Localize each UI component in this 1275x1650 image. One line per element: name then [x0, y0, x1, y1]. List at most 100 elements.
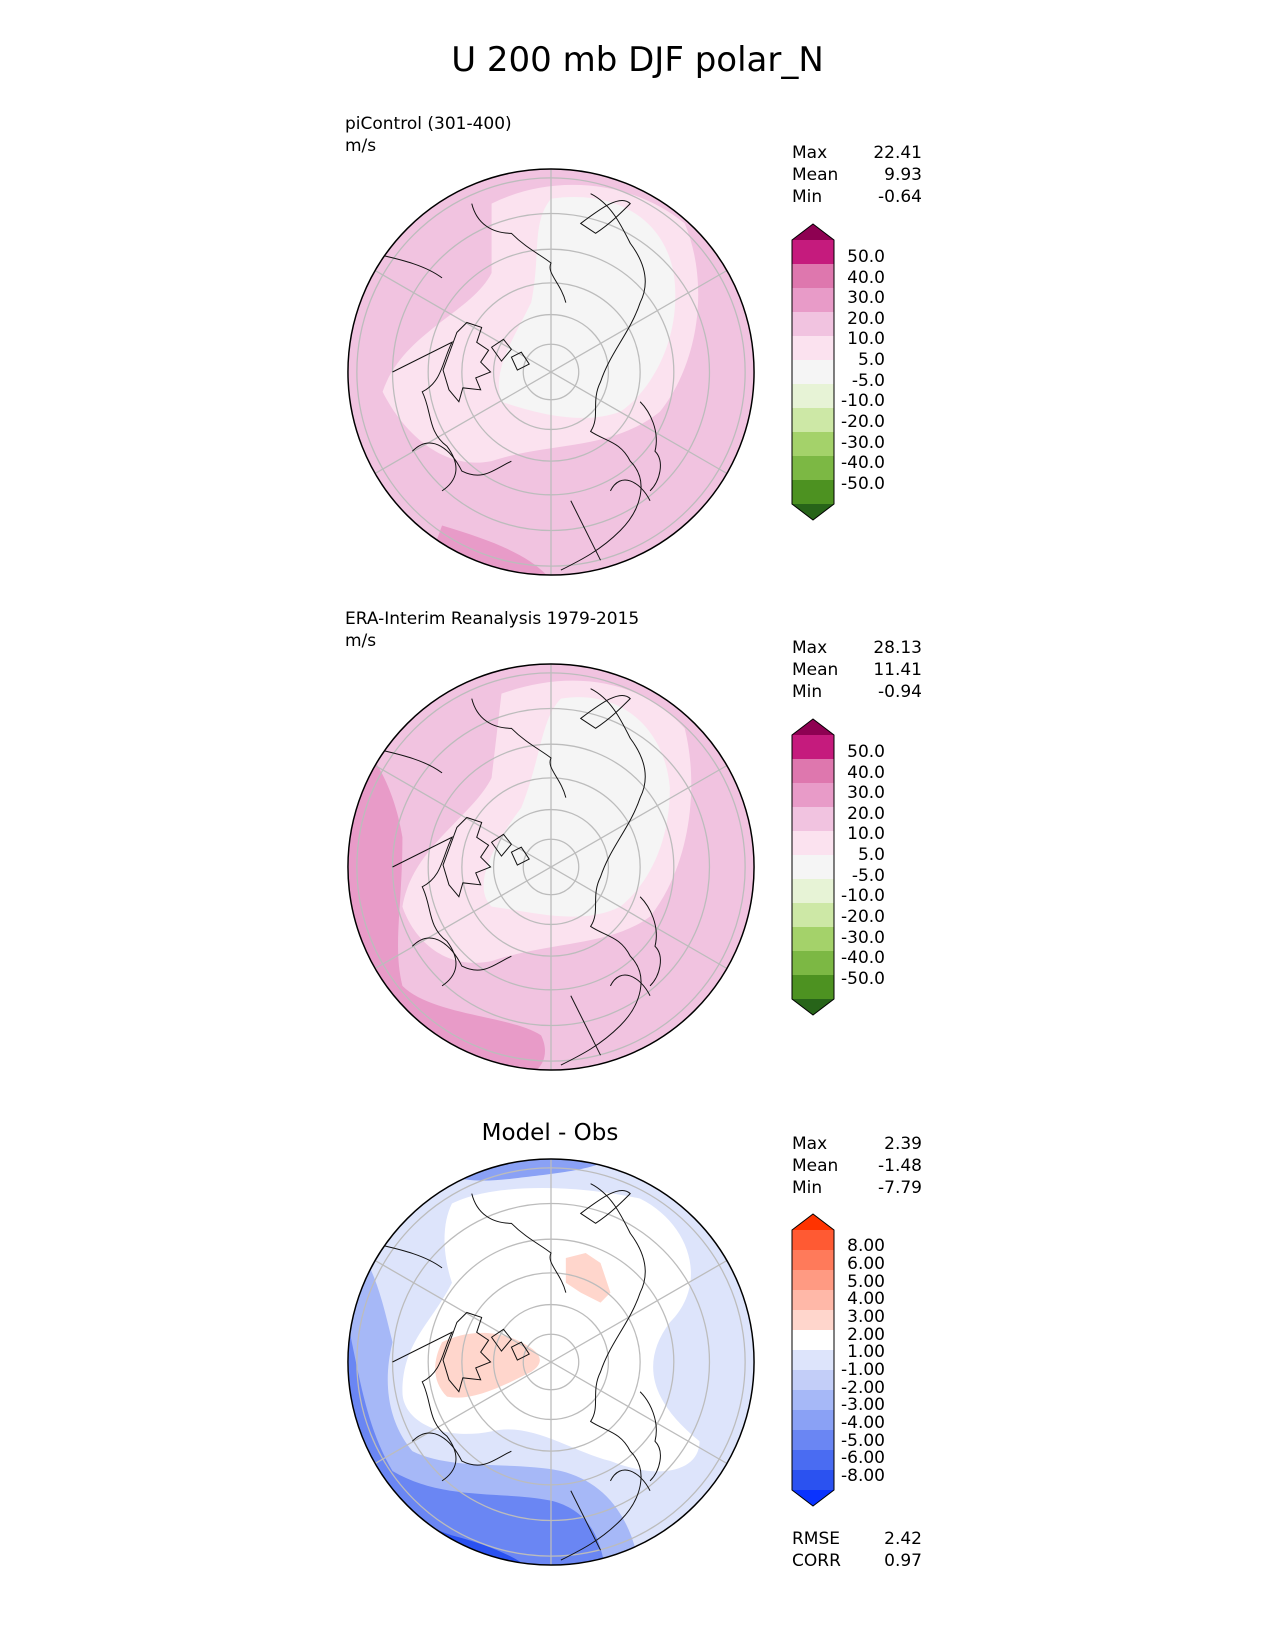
colorbar-tick-label: -50.0 [841, 969, 885, 989]
colorbar-tick-label: -8.00 [841, 1466, 885, 1486]
colorbar-tick-label: 20.0 [847, 309, 885, 329]
colorbar-tick-label: -4.00 [841, 1413, 885, 1433]
colorbar-swatch [792, 927, 834, 952]
panel2-colorbar [791, 718, 835, 1016]
min-label: Min [792, 187, 823, 207]
colorbar-swatch [792, 855, 834, 880]
colorbar-tick-label: 5.0 [857, 845, 885, 865]
panel3-colorbar [791, 1213, 835, 1507]
colorbar-swatch [792, 951, 834, 976]
colorbar-extend-max [792, 719, 834, 735]
colorbar-tick-label: -5.00 [841, 1431, 885, 1451]
colorbar-tick-label: 5.0 [857, 350, 885, 370]
colorbar-tick-label: -20.0 [841, 907, 885, 927]
colorbar-swatch [792, 336, 834, 361]
colorbar-swatch [792, 1410, 834, 1431]
rmse-label: RMSE [792, 1529, 841, 1549]
colorbar-tick-label: 3.00 [847, 1307, 885, 1327]
colorbar-swatch [792, 240, 834, 265]
colorbar-tick-label: -2.00 [841, 1378, 885, 1398]
colorbar-swatch [792, 879, 834, 904]
colorbar-swatch [792, 432, 834, 457]
min-label: Min [792, 682, 823, 702]
panel3-metrics: RMSE 2.42 CORR 0.97 [792, 1528, 922, 1572]
colorbar-swatch [792, 480, 834, 505]
colorbar-swatch [792, 1230, 834, 1251]
min-value: -7.79 [878, 1178, 922, 1198]
panel2-dataset-name: ERA-Interim Reanalysis 1979-2015 [345, 609, 640, 629]
colorbar-swatch [792, 783, 834, 808]
colorbar-tick-label: 50.0 [847, 247, 885, 267]
colorbar-tick-label: 50.0 [847, 742, 885, 762]
colorbar-tick-label: 40.0 [847, 763, 885, 783]
panel3-title: Model - Obs [481, 1120, 619, 1146]
colorbar-swatch [792, 807, 834, 832]
colorbar-swatch [792, 360, 834, 385]
colorbar-extend-min [792, 999, 834, 1015]
colorbar-extend-min [792, 504, 834, 520]
colorbar-swatch [792, 1470, 834, 1491]
panel2-stats: Max 28.13 Mean 11.41 Min -0.94 [792, 637, 922, 703]
max-label: Max [792, 143, 828, 163]
colorbar-swatch [792, 1370, 834, 1391]
panel1-polar-map [347, 168, 755, 576]
colorbar-tick-label: 8.00 [847, 1236, 885, 1256]
colorbar-tick-label: 40.0 [847, 268, 885, 288]
mean-value: -1.48 [878, 1156, 922, 1176]
colorbar-tick-label: 6.00 [847, 1254, 885, 1274]
max-label: Max [792, 1134, 828, 1154]
panel1-run-name: piControl (301-400) [345, 114, 512, 134]
mean-label: Mean [792, 660, 839, 680]
max-value: 28.13 [873, 638, 922, 658]
max-value: 2.39 [884, 1134, 922, 1154]
mean-label: Mean [792, 1156, 839, 1176]
colorbar-swatch [792, 456, 834, 481]
panel1-colorbar [791, 223, 835, 521]
colorbar-swatch [792, 759, 834, 784]
colorbar-tick-label: -40.0 [841, 948, 885, 968]
colorbar-swatch [792, 264, 834, 289]
colorbar-swatch [792, 903, 834, 928]
colorbar-swatch [792, 312, 834, 337]
colorbar-swatch [792, 1310, 834, 1331]
colorbar-tick-label: -5.0 [851, 866, 885, 886]
colorbar-tick-label: -50.0 [841, 474, 885, 494]
colorbar-outline [791, 718, 835, 1016]
colorbar-swatch [792, 408, 834, 433]
colorbar-swatch [792, 1390, 834, 1411]
colorbar-tick-label: 20.0 [847, 804, 885, 824]
colorbar-tick-label: -10.0 [841, 886, 885, 906]
colorbar-tick-label: 2.00 [847, 1325, 885, 1345]
colorbar-tick-label: -1.00 [841, 1360, 885, 1380]
colorbar-swatch [792, 1290, 834, 1311]
colorbar-tick-label: -6.00 [841, 1448, 885, 1468]
colorbar-tick-label: 30.0 [847, 783, 885, 803]
panel1-label: piControl (301-400) m/s [345, 113, 512, 157]
mean-value: 9.93 [884, 165, 922, 185]
colorbar-tick-label: -30.0 [841, 433, 885, 453]
panel1-stats: Max 22.41 Mean 9.93 Min -0.64 [792, 142, 922, 208]
panel3-stats: Max 2.39 Mean -1.48 Min -7.79 [792, 1133, 922, 1199]
colorbar-extend-max [792, 224, 834, 240]
colorbar-tick-label: 30.0 [847, 288, 885, 308]
max-value: 22.41 [873, 143, 922, 163]
colorbar-tick-label: -40.0 [841, 453, 885, 473]
corr-value: 0.97 [884, 1551, 922, 1571]
colorbar-swatch [792, 1270, 834, 1291]
min-value: -0.94 [878, 682, 922, 702]
colorbar-tick-label: -10.0 [841, 391, 885, 411]
corr-label: CORR [792, 1551, 841, 1571]
min-label: Min [792, 1178, 823, 1198]
colorbar-swatch [792, 975, 834, 1000]
colorbar-tick-label: 4.00 [847, 1289, 885, 1309]
colorbar-tick-label: -3.00 [841, 1395, 885, 1415]
mean-value: 11.41 [873, 660, 922, 680]
figure-title: U 200 mb DJF polar_N [451, 40, 824, 80]
colorbar-extend-min [792, 1490, 834, 1506]
panel2-polar-map [347, 663, 755, 1071]
colorbar-tick-label: 1.00 [847, 1342, 885, 1362]
colorbar-swatch [792, 384, 834, 409]
colorbar-swatch [792, 1350, 834, 1371]
colorbar-tick-label: -5.0 [851, 371, 885, 391]
rmse-value: 2.42 [884, 1529, 922, 1549]
